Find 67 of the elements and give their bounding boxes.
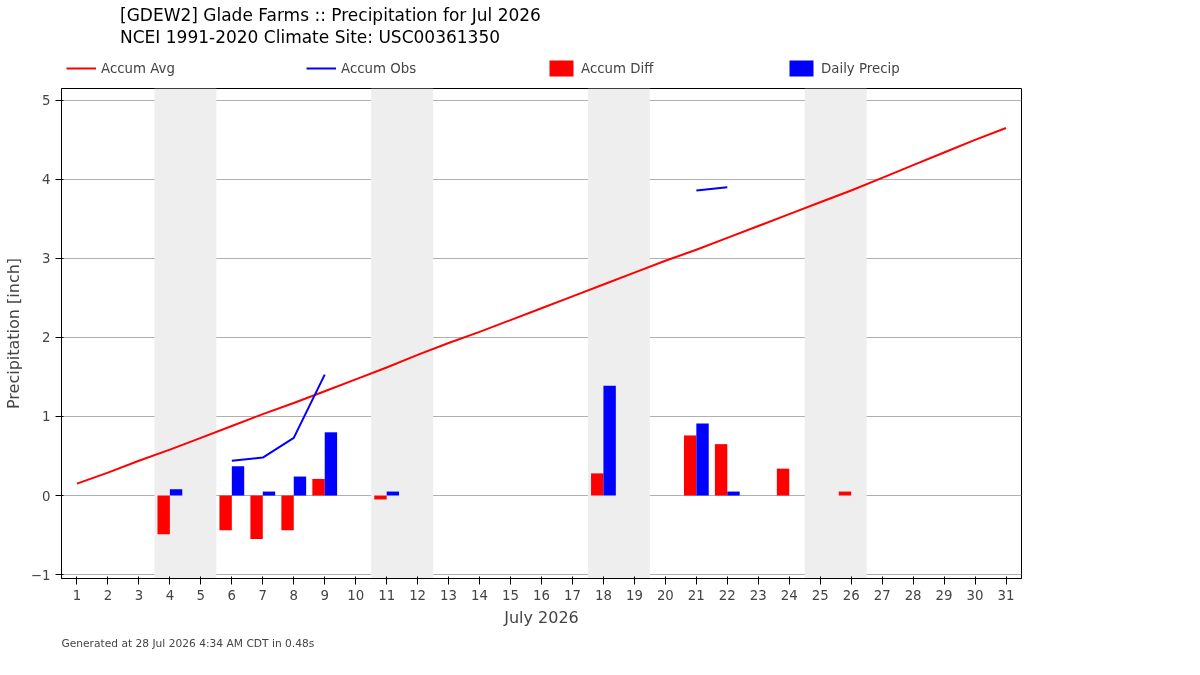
x-tick-label: 15 — [502, 587, 520, 603]
bar — [603, 385, 616, 496]
x-tick-label: 3 — [134, 587, 144, 603]
x-tick-label: 20 — [656, 587, 674, 603]
x-tick-label: 7 — [258, 587, 268, 603]
bar — [231, 466, 245, 496]
bar — [727, 491, 740, 496]
y-tick-label: 4 — [42, 172, 51, 188]
line-series — [75, 127, 1008, 485]
x-tick-label: 8 — [289, 587, 298, 603]
y-tick-label: 3 — [42, 251, 51, 267]
x-tick-label: 29 — [935, 587, 953, 603]
bar — [683, 435, 697, 496]
legend-label: Accum Obs — [341, 60, 418, 76]
legend-label: Accum Avg — [101, 60, 176, 76]
x-tick-label: 16 — [533, 587, 550, 603]
x-tick-label: 24 — [780, 587, 798, 603]
bar — [386, 491, 400, 496]
x-tick-label: 23 — [749, 587, 767, 603]
bar — [250, 495, 263, 539]
bar — [312, 478, 325, 496]
x-tick-label: 27 — [873, 587, 891, 603]
bar — [838, 491, 852, 496]
x-tick-label: 30 — [966, 587, 984, 603]
chart-subtitle: NCEI 1991-2020 Climate Site: USC00361350 — [120, 27, 501, 47]
legend-label: Daily Precip — [821, 60, 901, 76]
bar — [591, 473, 604, 496]
bar — [281, 495, 294, 531]
x-tick-label: 28 — [904, 587, 922, 603]
x-tick-label: 18 — [594, 587, 612, 603]
bar — [324, 432, 338, 496]
bar — [696, 423, 709, 496]
y-tick-label: 1 — [42, 409, 51, 425]
x-tick-label: 2 — [103, 587, 113, 603]
x-tick-label: 4 — [165, 587, 175, 603]
x-tick-label: 11 — [378, 587, 396, 603]
legend-label: Accum Diff — [581, 60, 655, 76]
x-tick-label: 13 — [440, 587, 458, 603]
x-tick-label: 9 — [320, 587, 329, 603]
y-tick-label: 0 — [42, 488, 51, 504]
y-tick-label: 2 — [42, 330, 51, 346]
bar — [157, 495, 170, 535]
x-tick-label: 21 — [687, 587, 705, 603]
x-tick-label: 12 — [409, 587, 427, 603]
x-tick-label: 22 — [718, 587, 736, 603]
bar — [262, 491, 276, 496]
x-tick-label: 17 — [563, 587, 581, 603]
bar — [219, 495, 232, 531]
x-tick-label: 5 — [196, 587, 206, 603]
y-axis-title: Precipitation [inch] — [3, 257, 23, 410]
x-tick-label: 25 — [811, 587, 829, 603]
bar — [169, 489, 183, 496]
x-tick-label: 26 — [842, 587, 860, 603]
x-tick-label: 10 — [347, 587, 365, 603]
x-tick-label: 19 — [625, 587, 643, 603]
x-tick-label: 14 — [471, 587, 489, 603]
chart-title: [GDEW2] Glade Farms :: Precipitation for Jul 2026 — [120, 5, 541, 25]
bar — [776, 468, 790, 496]
x-tick-label: 31 — [997, 587, 1015, 603]
x-tick-label: 6 — [227, 587, 237, 603]
y-tick-label: 5 — [42, 93, 51, 109]
y-tick-label: −1 — [30, 567, 51, 583]
bar — [293, 476, 307, 496]
x-tick-label: 1 — [72, 587, 82, 603]
x-axis-title: July 2026 — [503, 607, 579, 627]
text: Generated at 28 Jul 2026 4:34 AM CDT in 0.48s — [61, 636, 315, 650]
bar — [714, 444, 728, 496]
